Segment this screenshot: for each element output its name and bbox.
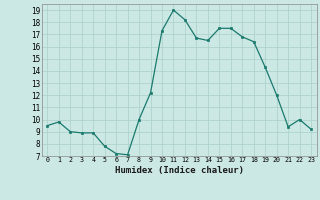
- X-axis label: Humidex (Indice chaleur): Humidex (Indice chaleur): [115, 166, 244, 175]
